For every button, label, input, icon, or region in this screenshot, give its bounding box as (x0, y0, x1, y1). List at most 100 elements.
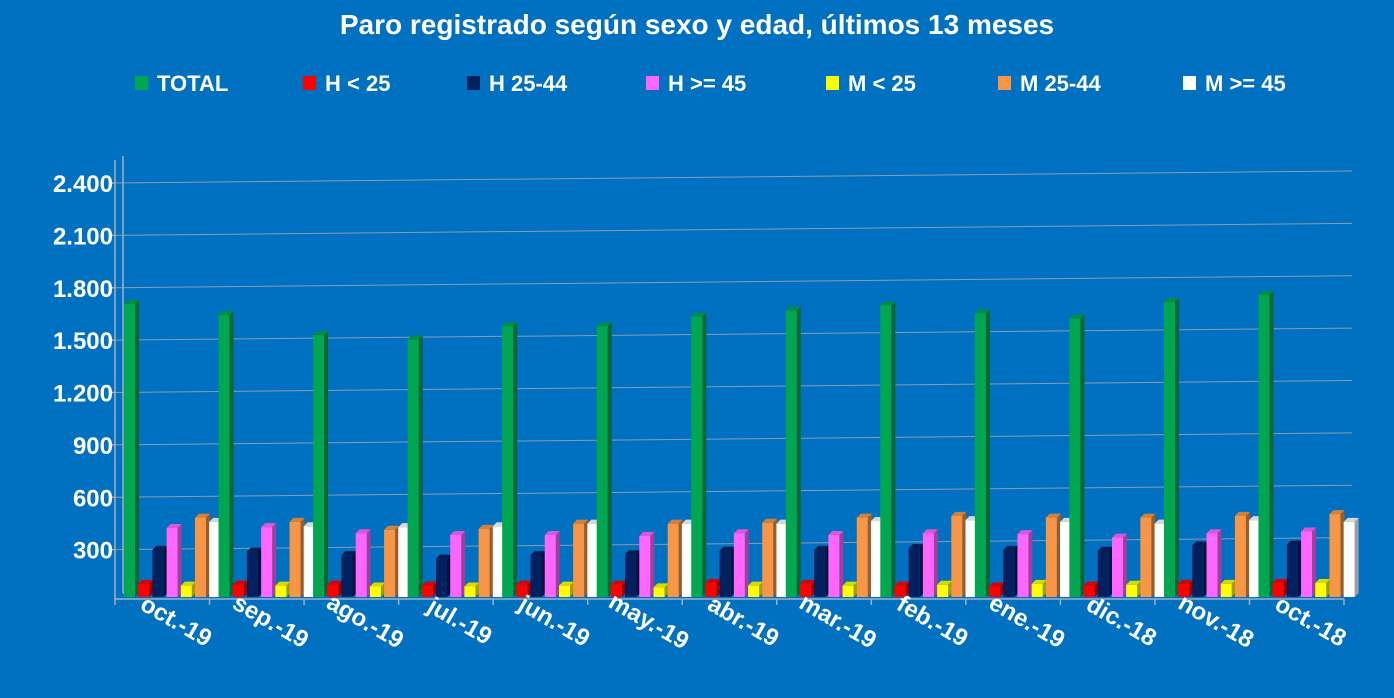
bar (450, 531, 466, 597)
legend-swatch (467, 76, 480, 90)
y-tick-label: 300 (73, 538, 113, 565)
bar (625, 550, 641, 597)
bar (1258, 290, 1274, 597)
bar (748, 581, 764, 597)
bar (1178, 579, 1194, 597)
legend-label: M >= 45 (1205, 71, 1286, 96)
bar (1234, 511, 1250, 597)
x-tick-label: dic.-18 (1082, 591, 1161, 652)
bar (1315, 579, 1331, 597)
bar (785, 306, 801, 597)
x-tick-label: oct.-18 (1270, 590, 1350, 652)
legend-label: M 25-44 (1020, 71, 1101, 96)
y-tick-label: 600 (73, 485, 113, 512)
bar (1206, 529, 1222, 597)
bar (1083, 581, 1099, 597)
bar (1343, 517, 1359, 597)
bar (464, 582, 480, 597)
bar (691, 312, 707, 597)
bar (421, 581, 437, 597)
bar (384, 525, 400, 597)
bar (218, 311, 234, 597)
bar (369, 582, 385, 597)
legend-label: H 25-44 (489, 71, 568, 96)
bars (124, 290, 1359, 597)
bar (667, 519, 683, 597)
bar (1192, 541, 1208, 597)
legend-swatch (1183, 76, 1196, 90)
bar (558, 581, 574, 597)
x-tick-label: jul.-19 (422, 592, 496, 651)
bar (530, 551, 546, 597)
bar (1272, 579, 1288, 597)
bar (289, 517, 305, 597)
bar (261, 523, 277, 597)
bar (516, 580, 532, 597)
bar (124, 299, 139, 597)
bar (733, 529, 749, 597)
y-tick-label: 2.400 (53, 171, 113, 198)
bar (180, 581, 196, 597)
bar (407, 335, 423, 597)
bar (195, 513, 210, 597)
bar (246, 547, 262, 597)
legend-swatch (998, 76, 1011, 90)
bar (544, 531, 560, 597)
y-axis-ticks: 2.400 2.100 1.800 1.500 1.200 900 600 300 (53, 171, 113, 565)
bar (880, 301, 896, 597)
bar (1163, 297, 1179, 597)
bar (232, 580, 248, 597)
x-tick-label: may.-19 (604, 588, 693, 655)
bar (922, 529, 938, 597)
x-tick-label: abr.-19 (703, 590, 784, 652)
bar (989, 582, 1005, 597)
gridline (114, 222, 1353, 236)
gridline (114, 170, 1353, 184)
bar (1126, 580, 1142, 597)
chart-title: Paro registrado según sexo y edad, últim… (340, 9, 1054, 40)
bar (1329, 510, 1345, 597)
bar (502, 322, 518, 597)
bar (1069, 314, 1085, 597)
bar (313, 331, 329, 597)
bar (1301, 527, 1317, 597)
bar (937, 580, 953, 597)
bar (1111, 533, 1127, 597)
bar (653, 583, 669, 597)
bar (762, 518, 778, 597)
bar (1003, 545, 1019, 597)
bar (610, 580, 626, 597)
y-tick-label: 1.500 (53, 328, 113, 355)
bar (951, 511, 967, 597)
bar (719, 546, 735, 597)
x-axis-ticks: oct.-19 sep.-19 ago.-19 jul.-19 jun.-19 may.-… (136, 588, 1351, 655)
bar (842, 581, 858, 597)
bar (341, 551, 357, 597)
bar (1097, 546, 1113, 597)
x-tick-label: oct.-19 (136, 590, 216, 652)
bar (138, 579, 154, 597)
bar (856, 513, 872, 597)
legend-swatch (646, 76, 659, 90)
y-tick-label: 1.800 (53, 276, 113, 303)
legend-label: H < 25 (325, 71, 390, 96)
bar (1045, 513, 1061, 597)
y-tick-label: 2.100 (53, 223, 113, 250)
bar (355, 529, 371, 597)
y-tick-label: 1.200 (53, 381, 113, 408)
bar (974, 309, 990, 597)
bar (1017, 530, 1033, 597)
bar (1286, 540, 1302, 597)
bar (799, 579, 815, 597)
legend: TOTAL H < 25 H 25-44 H >= 45 M < 25 M 25-44 M … (135, 71, 1286, 96)
bar (166, 524, 182, 597)
bar (436, 554, 452, 597)
bar (275, 581, 291, 597)
legend-swatch (135, 76, 148, 90)
bar (1140, 513, 1156, 597)
legend-label: H >= 45 (668, 71, 746, 96)
bar (639, 531, 655, 597)
x-tick-label: feb.-19 (892, 590, 972, 652)
bar (814, 545, 830, 597)
